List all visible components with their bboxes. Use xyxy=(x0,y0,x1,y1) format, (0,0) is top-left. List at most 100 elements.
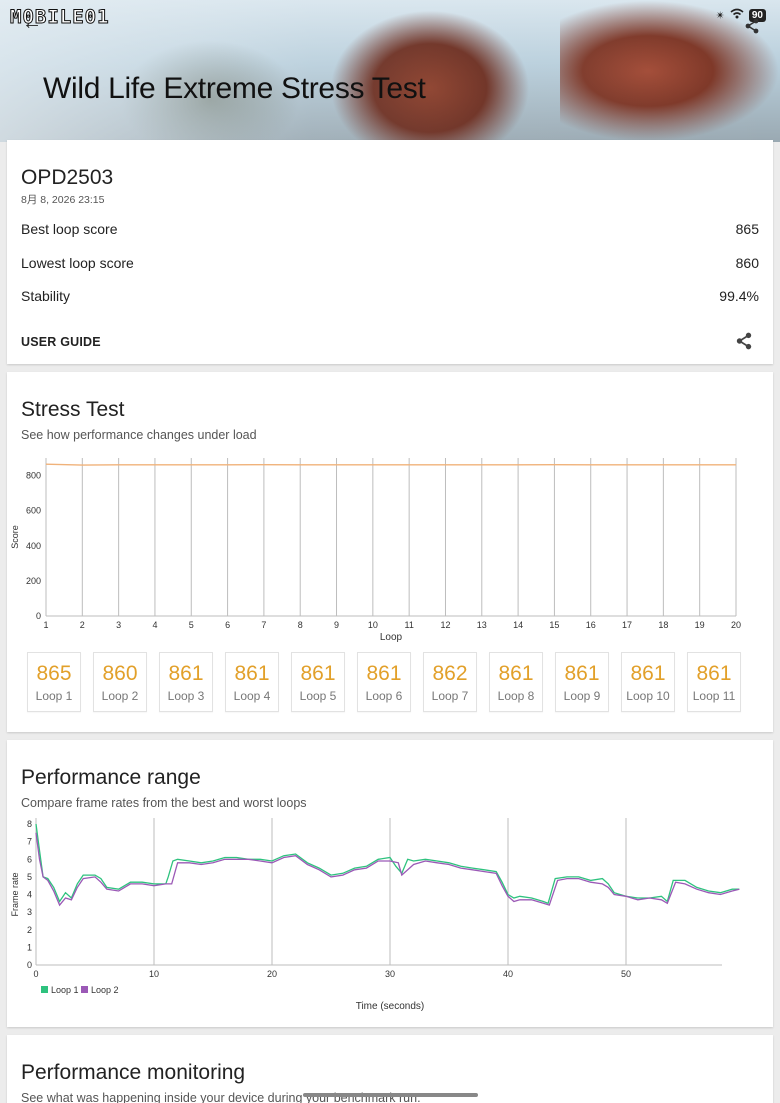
loop-score-value: 862 xyxy=(432,662,468,685)
loop-score-label: Loop 2 xyxy=(101,689,139,703)
x-tick-label: 4 xyxy=(152,620,157,630)
y-tick-label: 200 xyxy=(26,576,41,586)
user-guide-link[interactable]: USER GUIDE xyxy=(21,335,101,349)
loop-score-label: Loop 10 xyxy=(626,689,670,703)
y-tick-label: 7 xyxy=(27,837,32,847)
y-axis-label: Frame rate xyxy=(10,872,20,916)
legend-swatch xyxy=(41,986,48,993)
row-label: Best loop score xyxy=(21,221,118,237)
share-icon[interactable] xyxy=(744,18,760,39)
wifi-icon xyxy=(730,8,744,22)
loop-score-value: 865 xyxy=(36,662,72,685)
stress-chart: 1 2 3 4 5 6 7 8 9 10 11 12 13 14 15 16 17 18 19 20020040060… xyxy=(10,458,741,643)
watermark-logo: M0BILE01 xyxy=(10,6,110,29)
x-tick-label: 0 xyxy=(33,969,38,979)
section-subtitle: See how performance changes under load xyxy=(21,428,257,442)
loop-score-label: Loop 1 xyxy=(35,689,73,703)
stress-test-card: Stress Test See how performance changes … xyxy=(7,372,773,732)
x-tick-label: 9 xyxy=(334,620,339,630)
x-tick-label: 13 xyxy=(477,620,487,630)
loop-score-label: Loop 4 xyxy=(233,689,271,703)
bluetooth-icon: ✴ xyxy=(715,9,725,22)
row-value: 865 xyxy=(735,221,759,237)
y-tick-label: 5 xyxy=(27,872,32,882)
series-line-1 xyxy=(35,823,740,905)
x-tick-label: 20 xyxy=(267,969,277,979)
loop-score-label: Loop 8 xyxy=(497,689,535,703)
x-tick-label: 19 xyxy=(695,620,705,630)
x-tick-label: 40 xyxy=(503,969,513,979)
x-tick-label: 15 xyxy=(549,620,559,630)
section-title: Performance monitoring xyxy=(21,1061,246,1084)
x-tick-label: 1 xyxy=(43,620,48,630)
loop-scores: 865 Loop 1 860 Loop 2 861 Loop 3 861 Loop 4 861 L… xyxy=(27,652,741,712)
series-line-2 xyxy=(35,832,740,907)
y-tick-label: 400 xyxy=(26,541,41,551)
x-tick-label: 5 xyxy=(189,620,194,630)
loop-score-card: 861 Loop 8 xyxy=(489,652,543,712)
y-tick-label: 0 xyxy=(27,960,32,970)
loop-score-value: 861 xyxy=(498,662,534,685)
y-tick-label: 3 xyxy=(27,907,32,917)
x-axis-label: Time (seconds) xyxy=(356,1001,425,1012)
section-title: Stress Test xyxy=(21,398,125,421)
loop-score-label: Loop 3 xyxy=(167,689,205,703)
loop-score-card: 861 Loop 10 xyxy=(621,652,675,712)
x-tick-label: 30 xyxy=(385,969,395,979)
y-tick-label: 4 xyxy=(27,890,32,900)
loop-score-value: 861 xyxy=(234,662,270,685)
y-tick-label: 800 xyxy=(26,471,41,481)
row-label: Stability xyxy=(21,288,71,304)
battery-level: 90 xyxy=(748,8,766,22)
loop-score-label: Loop 11 xyxy=(692,689,736,703)
x-tick-label: 17 xyxy=(622,620,632,630)
section-title: Performance range xyxy=(21,766,201,789)
frame-rate-chart: 0 10 20 30 40 50 0 1 2 3 4 5 6 7 8 Frame rate Time (seco… xyxy=(10,818,740,1012)
legend-label: Loop 2 xyxy=(91,985,119,995)
y-axis-label: Score xyxy=(10,525,20,549)
loop-score-label: Loop 6 xyxy=(365,689,403,703)
x-tick-label: 16 xyxy=(586,620,596,630)
y-tick-label: 0 xyxy=(36,611,41,621)
x-tick-label: 12 xyxy=(440,620,450,630)
best-loop-row: Best loop score 865 xyxy=(21,221,759,237)
lowest-loop-row: Lowest loop score 860 xyxy=(21,255,759,271)
loop-score-value: 861 xyxy=(630,662,666,685)
share-icon[interactable] xyxy=(735,332,753,355)
section-subtitle: Compare frame rates from the best and wo… xyxy=(21,796,307,810)
header-banner: M0BILE01 ← ✴ 90 Wild Life Extreme Stress… xyxy=(0,0,780,142)
x-tick-label: 18 xyxy=(658,620,668,630)
score-line xyxy=(45,463,736,466)
summary-card: OPD2503 8月 8, 2026 23:15 Best loop score… xyxy=(7,140,773,364)
loop-score-value: 861 xyxy=(366,662,402,685)
x-tick-label: 7 xyxy=(261,620,266,630)
x-tick-label: 6 xyxy=(225,620,230,630)
y-tick-label: 6 xyxy=(27,854,32,864)
loop-score-card: 862 Loop 7 xyxy=(423,652,477,712)
y-tick-label: 8 xyxy=(27,819,32,829)
status-bar: ✴ 90 xyxy=(716,8,766,22)
loop-score-card: 861 Loop 6 xyxy=(357,652,411,712)
y-tick-label: 2 xyxy=(27,925,32,935)
loop-score-card: 865 Loop 1 xyxy=(27,652,81,712)
row-label: Lowest loop score xyxy=(21,255,134,271)
home-indicator[interactable] xyxy=(303,1093,478,1097)
legend-swatch xyxy=(81,986,88,993)
run-date: 8月 8, 2026 23:15 xyxy=(21,194,105,206)
x-tick-label: 50 xyxy=(621,969,631,979)
loop-score-value: 860 xyxy=(102,662,138,685)
y-tick-label: 600 xyxy=(26,506,41,516)
loop-score-card: 861 Loop 9 xyxy=(555,652,609,712)
loop-score-card: 860 Loop 2 xyxy=(93,652,147,712)
x-tick-label: 8 xyxy=(298,620,303,630)
page-title: Wild Life Extreme Stress Test xyxy=(43,72,426,105)
x-tick-label: 11 xyxy=(404,620,413,630)
loop-score-card: 861 Loop 5 xyxy=(291,652,345,712)
x-tick-label: 3 xyxy=(116,620,121,630)
loop-score-value: 861 xyxy=(168,662,204,685)
back-arrow-icon[interactable]: ← xyxy=(22,12,42,34)
x-axis-label: Loop xyxy=(380,632,403,643)
loop-score-label: Loop 9 xyxy=(563,689,601,703)
loop-score-value: 861 xyxy=(696,662,732,685)
loop-score-value: 861 xyxy=(300,662,336,685)
